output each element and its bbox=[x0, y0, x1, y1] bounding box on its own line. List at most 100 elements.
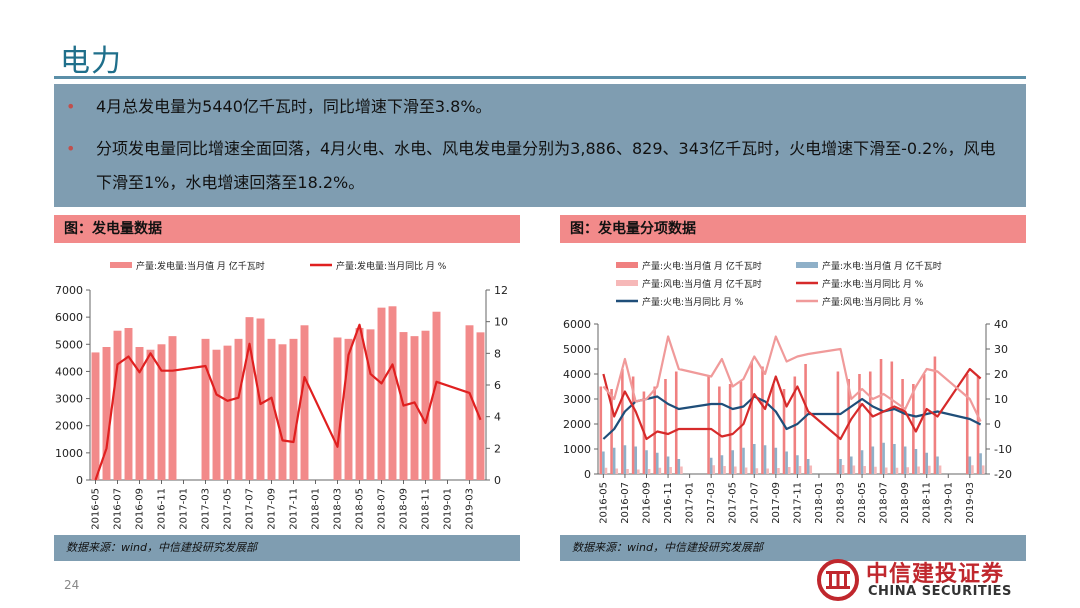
page-number: 24 bbox=[64, 578, 80, 592]
x-tick-label: 2016-11 bbox=[663, 482, 674, 524]
bar bbox=[602, 451, 605, 474]
bar bbox=[599, 386, 603, 474]
y2-tick-label: 0 bbox=[994, 418, 1001, 431]
bar bbox=[858, 374, 861, 474]
bar bbox=[981, 465, 985, 474]
x-tick-label: 2017-09 bbox=[771, 482, 782, 524]
bullet-marker: • bbox=[66, 139, 76, 158]
bar bbox=[223, 345, 232, 480]
x-tick-label: 2018-05 bbox=[857, 482, 868, 524]
x-tick-label: 2018-09 bbox=[399, 488, 410, 530]
x-tick-label: 2016-07 bbox=[113, 488, 124, 530]
x-tick-label: 2017-09 bbox=[267, 488, 278, 530]
bar bbox=[938, 465, 942, 474]
bar bbox=[245, 317, 254, 480]
y-tick-label: 2000 bbox=[55, 420, 83, 433]
title-divider bbox=[54, 76, 1026, 79]
bar bbox=[680, 466, 683, 474]
series-line bbox=[94, 323, 482, 481]
legend-swatch bbox=[616, 280, 638, 286]
x-tick-label: 2019-01 bbox=[943, 482, 954, 524]
bar bbox=[655, 452, 659, 474]
bar bbox=[626, 469, 629, 474]
y2-tick-label: 4 bbox=[494, 411, 501, 424]
bar bbox=[157, 344, 166, 480]
bar bbox=[836, 371, 840, 474]
bar bbox=[965, 374, 969, 474]
x-tick-label: 2018-07 bbox=[377, 488, 388, 530]
y2-tick-label: 0 bbox=[494, 474, 501, 487]
bar bbox=[968, 456, 972, 474]
total-power-chart: 0 1000 2000 3000 4000 5000 6000 7000 0 2 4 6 8 10 12 20… bbox=[55, 260, 508, 530]
y-tick-label: 1000 bbox=[55, 447, 83, 460]
y-tick-label: 6000 bbox=[563, 318, 591, 331]
bar bbox=[806, 459, 810, 474]
bar bbox=[884, 467, 888, 474]
y-tick-label: 2000 bbox=[563, 418, 591, 431]
bar bbox=[879, 359, 883, 474]
bar bbox=[135, 347, 144, 480]
legend-label: 产量:发电量:当月同比 月 % bbox=[336, 260, 447, 272]
bar bbox=[91, 352, 100, 480]
x-tick-label: 2017-01 bbox=[179, 488, 190, 530]
bar bbox=[432, 311, 441, 480]
bar bbox=[707, 376, 710, 474]
bar bbox=[731, 450, 735, 474]
y-tick-label: 0 bbox=[76, 474, 83, 487]
x-tick-label: 2017-11 bbox=[792, 482, 803, 524]
bar bbox=[979, 453, 982, 474]
bar bbox=[901, 379, 904, 474]
bar bbox=[903, 446, 907, 474]
bar bbox=[615, 468, 619, 474]
bar bbox=[868, 371, 872, 474]
x-tick-label: 2016-11 bbox=[157, 488, 168, 530]
bar bbox=[366, 329, 375, 480]
x-tick-label: 2016-09 bbox=[642, 482, 653, 524]
y-tick-label: 5000 bbox=[55, 338, 83, 351]
bar bbox=[782, 389, 786, 474]
x-tick-label: 2016-05 bbox=[91, 488, 102, 530]
bar bbox=[669, 467, 672, 474]
bar bbox=[774, 447, 778, 474]
x-tick-label: 2019-01 bbox=[443, 488, 454, 530]
bullet-marker: • bbox=[66, 97, 76, 116]
right-chart-source: 数据来源：wind，中信建投研究发展部 bbox=[560, 535, 1026, 561]
legend-label: 产量:水电:当月值 月 亿千瓦时 bbox=[822, 260, 942, 272]
bar bbox=[761, 366, 764, 474]
x-tick-label: 2016-09 bbox=[135, 488, 146, 530]
y-tick-label: 1000 bbox=[563, 443, 591, 456]
bar bbox=[871, 446, 875, 474]
bar bbox=[928, 465, 931, 474]
x-tick-label: 2018-07 bbox=[879, 482, 890, 524]
bar bbox=[647, 469, 651, 474]
bar bbox=[645, 450, 648, 474]
y-tick-label: 3000 bbox=[55, 393, 83, 406]
x-tick-label: 2016-07 bbox=[620, 482, 631, 524]
bar bbox=[720, 455, 724, 474]
bar bbox=[750, 361, 753, 474]
bar bbox=[637, 469, 640, 474]
bar bbox=[344, 338, 353, 480]
bar bbox=[841, 465, 845, 474]
bar bbox=[289, 338, 298, 480]
bar bbox=[925, 452, 929, 474]
bar bbox=[388, 306, 397, 480]
bar bbox=[653, 386, 656, 474]
bar bbox=[465, 325, 474, 480]
left-chart-title: 图：发电量数据 bbox=[54, 215, 520, 243]
bullet-text: 分项发电量同比增速全面回落，4月火电、水电、风电发电量分别为3,886、829、… bbox=[96, 139, 996, 192]
bar bbox=[377, 307, 386, 480]
x-tick-label: 2019-03 bbox=[465, 488, 476, 530]
bar bbox=[922, 374, 926, 474]
x-tick-label: 2018-11 bbox=[421, 488, 432, 530]
bar bbox=[621, 369, 624, 474]
bar bbox=[102, 347, 111, 480]
summary-box: • 4月总发电量为5440亿千瓦时，同比增速下滑至3.8%。 • 分项发电量同比… bbox=[54, 84, 1026, 207]
bar bbox=[874, 466, 877, 474]
bar bbox=[847, 379, 850, 474]
x-tick-label: 2019-03 bbox=[965, 482, 976, 524]
bar bbox=[476, 332, 485, 480]
y2-tick-label: 20 bbox=[994, 368, 1008, 381]
y2-tick-label: 2 bbox=[494, 442, 501, 455]
y2-tick-label: -20 bbox=[994, 468, 1012, 481]
